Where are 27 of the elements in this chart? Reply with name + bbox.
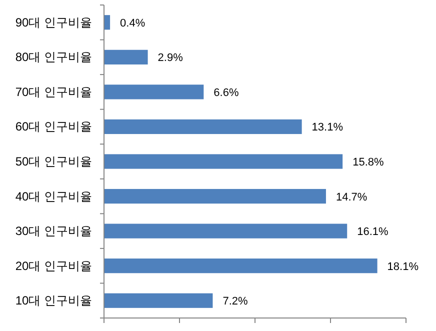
y-tick-label: 90대 인구비율 — [15, 15, 92, 30]
data-label: 7.2% — [222, 296, 248, 308]
y-tick-label: 10대 인구비율 — [15, 294, 92, 308]
bar — [104, 188, 326, 204]
data-label: 0.4% — [120, 17, 146, 30]
bar — [104, 224, 348, 238]
bar — [104, 15, 110, 30]
y-tick-label: 80대 인구비율 — [15, 50, 92, 64]
y-tick-label: 30대 인구비율 — [15, 224, 92, 238]
bar — [104, 293, 213, 308]
bar — [104, 50, 148, 64]
y-tick-label: 60대 인구비율 — [15, 120, 92, 134]
data-label: 14.7% — [336, 191, 368, 204]
data-label: 6.6% — [214, 86, 239, 99]
y-tick-label: 40대 인구비율 — [15, 189, 92, 204]
data-label: 2.9% — [158, 52, 184, 64]
y-tick-label: 20대 인구비율 — [15, 258, 92, 273]
data-label: 15.8% — [352, 156, 384, 168]
bar — [104, 154, 343, 169]
y-tick-label: 70대 인구비율 — [15, 84, 92, 99]
bar — [104, 84, 204, 100]
y-tick-label: 50대 인구비율 — [15, 154, 92, 168]
bar — [104, 119, 302, 134]
data-label: 16.1% — [357, 226, 389, 238]
bar — [104, 258, 378, 274]
data-label: 18.1% — [387, 260, 419, 273]
data-label: 13.1% — [312, 122, 344, 134]
